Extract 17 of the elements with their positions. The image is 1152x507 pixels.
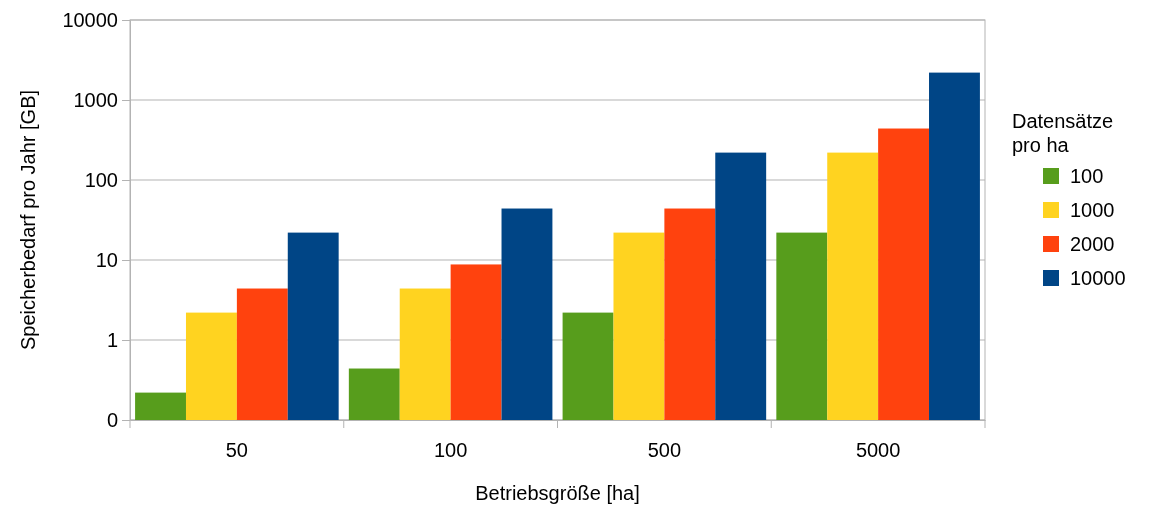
x-tick-label: 50 [225,439,248,461]
y-tick-label: 100 [84,168,118,191]
y-tick-label: 1 [106,328,118,351]
legend-label: 100 [1070,165,1104,187]
x-tick-label: 5000 [855,439,901,461]
x-tick-label: 100 [433,439,468,461]
legend-label: 1000 [1070,199,1115,221]
y-tick-label: 10 [95,248,118,271]
x-tick-label: 500 [647,439,682,461]
y-axis-title: Speicherbedarf pro Jahr [GB] [17,89,39,351]
legend-label: 10000 [1070,267,1126,289]
y-tick-label: 10000 [62,8,118,31]
x-axis-title: Betriebsgröße [ha] [475,482,640,504]
y-tick-label: 1000 [73,88,118,111]
y-tick-label: 0 [106,408,118,431]
legend-title: Datensätze pro ha [1012,110,1114,156]
legend-label: 2000 [1070,233,1115,255]
